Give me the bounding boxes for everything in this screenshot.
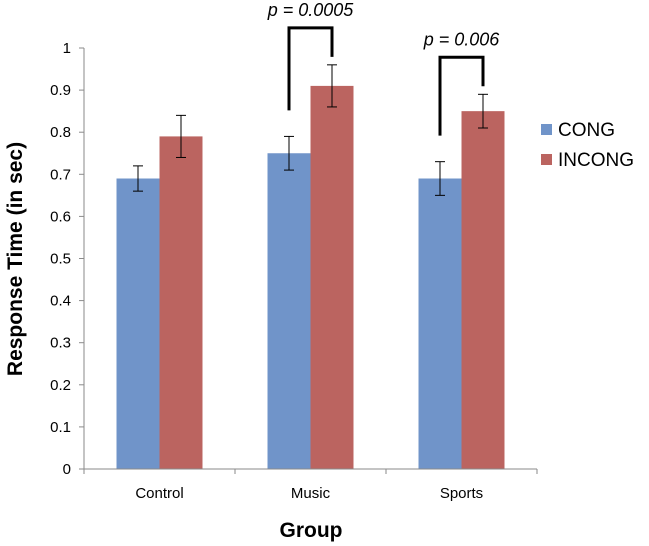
y-tick-label: 0.5 [50, 251, 71, 268]
y-tick-label: 0.2 [50, 377, 71, 394]
y-tick-label: 0.7 [50, 166, 71, 183]
y-tick-label: 0.8 [50, 124, 71, 141]
bar-incong-control [159, 136, 203, 469]
p-value-label: p = 0.0005 [267, 0, 355, 20]
y-tick-label: 0.1 [50, 419, 71, 436]
significance-bracket [438, 55, 485, 136]
legend-label-incong: INCONG [558, 150, 634, 171]
bar-incong-music [310, 85, 354, 469]
y-tick-label: 0.3 [50, 335, 71, 352]
y-tick-label: 0.4 [50, 293, 71, 310]
bar-cong-music [267, 153, 311, 469]
x-tick-label: Control [135, 485, 183, 502]
bar-cong-control [116, 178, 160, 469]
y-tick-label: 0.9 [50, 82, 71, 99]
x-tick-label: Sports [440, 485, 483, 502]
y-axis-title: Response Time (in sec) [4, 142, 27, 376]
significance-bracket [287, 26, 334, 111]
bar-cong-sports [418, 178, 462, 469]
y-tick-label: 0.6 [50, 208, 71, 225]
legend-label-cong: CONG [558, 120, 615, 141]
x-tick-label: Music [291, 485, 331, 502]
x-axis-title: Group [280, 519, 343, 542]
y-tick-label: 0 [63, 461, 71, 478]
legend-swatch-incong [541, 154, 552, 165]
bar-incong-sports [461, 111, 505, 470]
y-tick-label: 1 [63, 40, 71, 57]
legend-swatch-cong [541, 124, 552, 135]
p-value-label: p = 0.006 [423, 29, 501, 49]
legend: CONG INCONG [541, 120, 634, 171]
